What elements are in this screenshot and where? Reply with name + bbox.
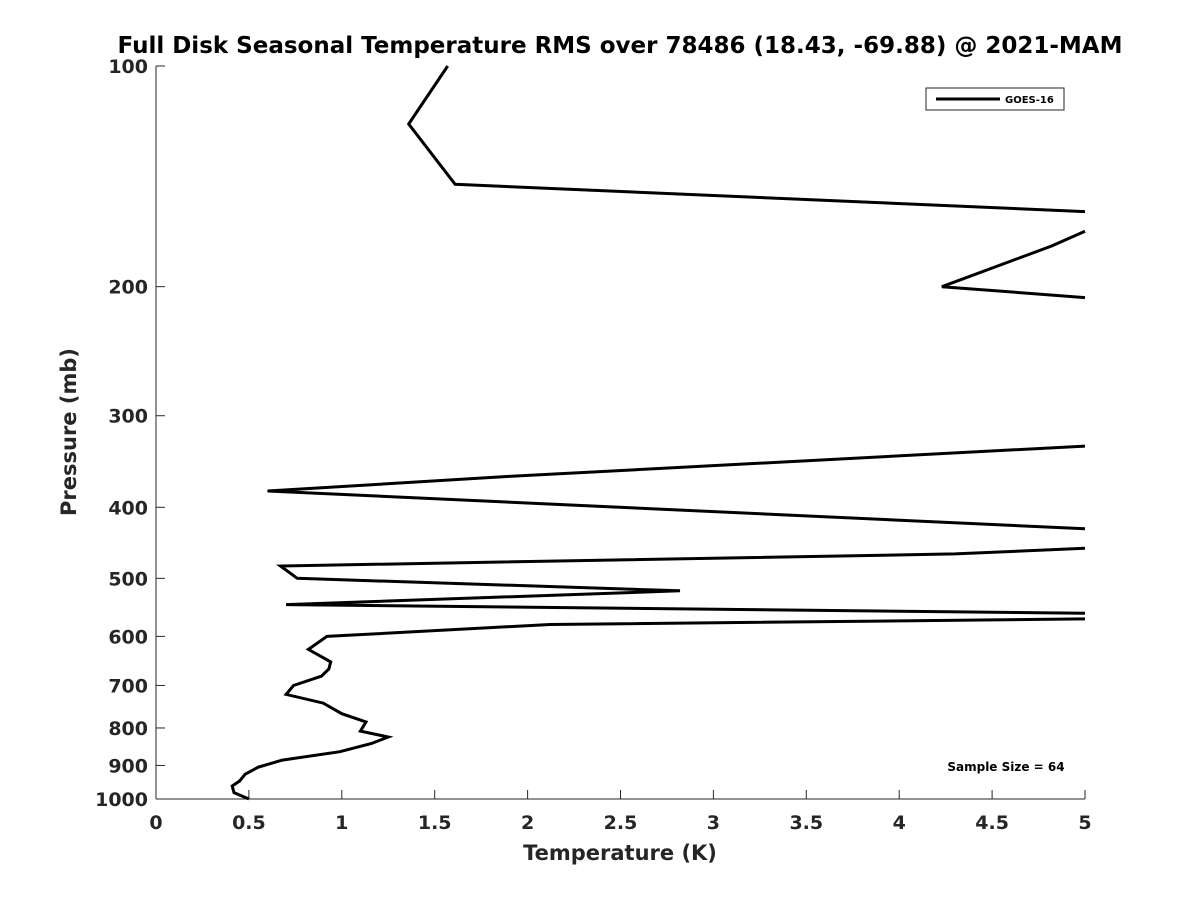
y-tick-label: 400 (108, 497, 148, 519)
y-tick-label: 300 (108, 406, 148, 428)
legend: GOES-16 (925, 87, 1065, 111)
x-tick-label: 0.5 (232, 812, 266, 834)
y-tick-label: 600 (108, 626, 148, 648)
series-line-1-segment-4 (276, 546, 1086, 615)
series-line-1-segment-5 (230, 617, 1086, 801)
x-tick-label: 2.5 (604, 812, 638, 834)
series-line-1-segment-1 (406, 65, 1086, 214)
series-line-1-segment-3 (267, 444, 1086, 531)
y-tick-label: 200 (108, 277, 148, 299)
x-tick-label: 2 (521, 812, 534, 834)
x-tick-label: 0 (149, 812, 162, 834)
y-tick-label: 500 (108, 568, 148, 590)
x-tick-label: 3.5 (789, 812, 823, 834)
x-axis-label: Temperature (K) (523, 841, 717, 865)
y-axis-label: Pressure (mb) (57, 348, 81, 516)
x-tick-label: 4 (893, 812, 906, 834)
chart-title: Full Disk Seasonal Temperature RMS over … (118, 33, 1123, 59)
axes (155, 66, 1085, 800)
x-tick-label: 1 (335, 812, 348, 834)
y-tick-label: 100 (108, 56, 148, 78)
x-tick-label: 3 (707, 812, 720, 834)
x-tick-label: 1.5 (418, 812, 452, 834)
series-line-1-segment-2 (941, 229, 1086, 300)
y-tick-label: 1000 (95, 789, 148, 811)
x-tick-label: 5 (1078, 812, 1091, 834)
legend-label-goes-16: GOES-16 (1005, 95, 1054, 106)
y-tick-label: 900 (108, 755, 148, 777)
series-layer (230, 65, 1086, 801)
y-tick-label: 700 (108, 675, 148, 697)
y-ticks: 100 200 300 400 500 600 700 800 900 1000 (95, 56, 165, 811)
sample-size-annotation: Sample Size = 64 (947, 760, 1064, 774)
x-ticks: 0 0.5 1 1.5 2 2.5 3 3.5 4 4.5 5 (149, 790, 1092, 834)
x-tick-label: 4.5 (975, 812, 1009, 834)
y-tick-label: 800 (108, 718, 148, 740)
